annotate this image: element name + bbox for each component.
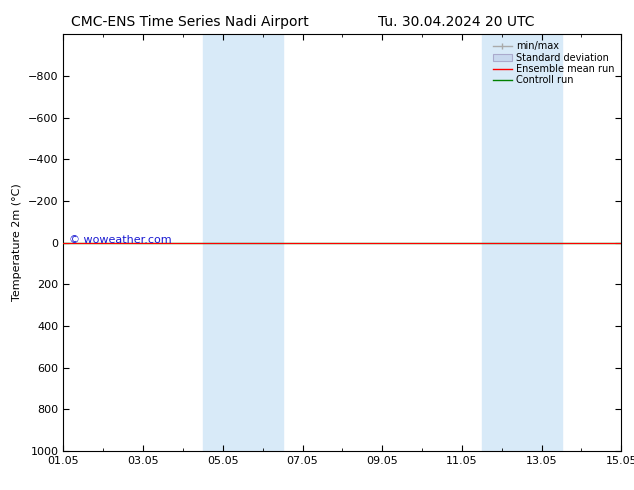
- Bar: [482, 34, 562, 451]
- Text: Tu. 30.04.2024 20 UTC: Tu. 30.04.2024 20 UTC: [378, 15, 534, 29]
- Bar: [203, 34, 283, 451]
- Text: CMC-ENS Time Series Nadi Airport: CMC-ENS Time Series Nadi Airport: [71, 15, 309, 29]
- Y-axis label: Temperature 2m (°C): Temperature 2m (°C): [13, 184, 22, 301]
- Legend: min/max, Standard deviation, Ensemble mean run, Controll run: min/max, Standard deviation, Ensemble me…: [491, 39, 616, 87]
- Text: © woweather.com: © woweather.com: [69, 236, 172, 245]
